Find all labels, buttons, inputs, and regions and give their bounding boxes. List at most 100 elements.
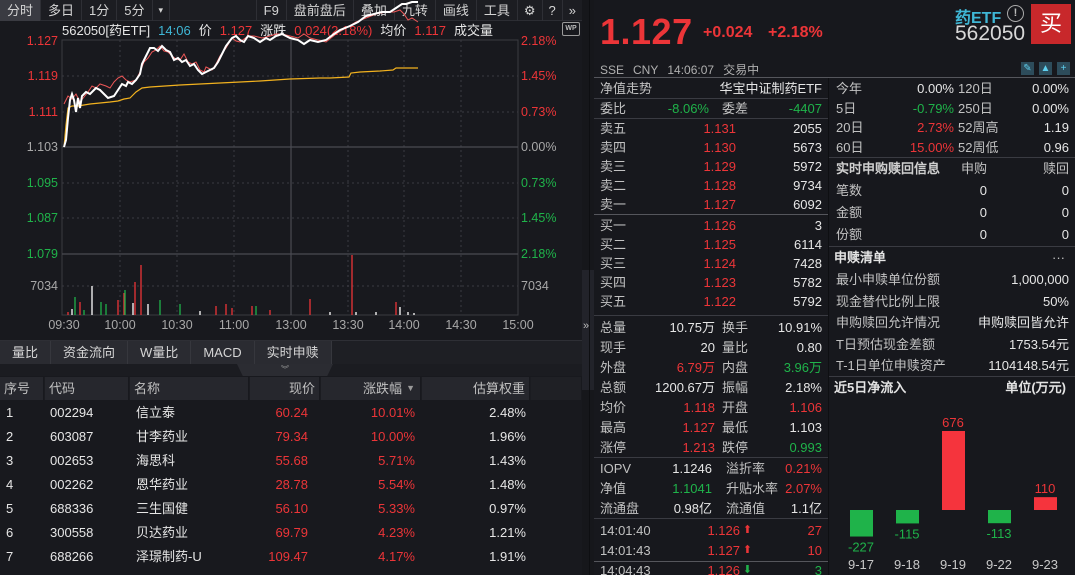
table-row[interactable]: 6 300558 贝达药业 69.79 4.23% 1.21% [0, 521, 582, 545]
ask-level[interactable]: 卖二 1.128 9734 [600, 176, 822, 195]
bid-level[interactable]: 买四 1.123 5782 [600, 273, 822, 292]
table-row[interactable]: 5 688336 三生国健 56.10 5.33% 0.97% [0, 497, 582, 521]
divider [829, 246, 1075, 247]
overlay-button[interactable]: 叠加 [354, 0, 395, 21]
bell-icon[interactable]: ▲ [1039, 62, 1052, 75]
level-price: 1.127 [703, 197, 736, 212]
draw-line-button[interactable]: 画线 [436, 0, 477, 21]
tab-w-volume-ratio[interactable]: W量比 [128, 341, 192, 365]
ask-level[interactable]: 卖三 1.129 5972 [600, 157, 822, 176]
col-no[interactable]: 序号 [0, 377, 44, 400]
return-label: 今年 [836, 81, 863, 96]
level-price: 1.126 [703, 218, 736, 233]
y-tick-right: 0.73% [521, 176, 557, 190]
info-icon[interactable]: ! [1007, 5, 1024, 22]
col-change[interactable]: 涨跌幅 ▼ [321, 377, 421, 400]
stat-label: 净值 [600, 481, 627, 496]
bid-level[interactable]: 买三 1.124 7428 [600, 254, 822, 273]
creation-list-title: 申赎清单 [834, 250, 887, 265]
table-row[interactable]: 1 002294 信立泰 60.24 10.01% 2.48% [0, 401, 582, 425]
cell-no: 2 [6, 429, 14, 444]
cell-weight: 1.21% [489, 525, 526, 540]
tab-volume-ratio[interactable]: 量比 [0, 341, 52, 365]
inflow-bar [988, 510, 1011, 524]
pre-post-market-button[interactable]: 盘前盘后 [287, 0, 354, 21]
more-icon[interactable]: ··· [1052, 250, 1065, 265]
level-label: 卖二 [600, 178, 627, 193]
table-row[interactable]: 2 603087 甘李药业 79.34 10.00% 1.96% [0, 425, 582, 449]
return-label: 120日 [958, 81, 993, 96]
add-icon[interactable]: + [1057, 62, 1070, 75]
bid-level[interactable]: 买五 1.122 5792 [600, 292, 822, 311]
col-price[interactable]: 现价 [250, 377, 320, 400]
tick-volume: 27 [807, 523, 822, 538]
stat-value: 2.18% [785, 380, 822, 395]
return-row: 60日 15.00% 52周低 0.96 [836, 138, 1069, 157]
trading-status: 交易中 [723, 63, 760, 77]
level-price: 1.131 [703, 121, 736, 136]
tab-1min[interactable]: 1分 [82, 0, 118, 21]
stat-value: 1.106 [789, 400, 822, 415]
creation-list-label: 现金替代比例上限 [836, 293, 941, 309]
cell-name: 三生国健 [136, 501, 189, 516]
chart-code-name: 562050[药ETF] [62, 23, 151, 38]
tab-multi-day[interactable]: 多日 [41, 0, 83, 21]
tick-row: 14:01:43 1.127 ⬆ 10 [600, 541, 822, 560]
inflow-date-label: 9-22 [986, 557, 1012, 572]
col-weight[interactable]: 估算权重 [422, 377, 530, 400]
cell-code: 002262 [50, 477, 94, 492]
tab-fund-flow[interactable]: 资金流向 [51, 341, 129, 365]
tab-macd[interactable]: MACD [191, 341, 255, 365]
tick-time: 14:01:40 [600, 523, 651, 538]
help-icon[interactable]: ? [543, 0, 563, 21]
creation-list-row: 最小申赎单位份额 1,000,000 [836, 270, 1069, 289]
stat-label: 现手 [600, 340, 627, 355]
col-code[interactable]: 代码 [45, 377, 129, 400]
nav-trend-label: 净值走势 [600, 81, 653, 96]
stat-row: 总额 1200.67万 振幅 2.18% [600, 378, 822, 397]
inflow-value-label: 110 [1035, 481, 1056, 496]
return-value: -0.79% [912, 100, 954, 116]
creation-list-row: T日预估现金差额 1753.54元 [836, 335, 1069, 354]
bid-level[interactable]: 买二 1.125 6114 [600, 235, 822, 254]
dropdown-icon[interactable]: ▾ [153, 0, 171, 21]
wp-icon[interactable]: WP [562, 22, 580, 36]
chevron-down-icon[interactable]: ︾ [237, 364, 333, 376]
exchange: SSE [600, 63, 625, 77]
tab-5min[interactable]: 5分 [117, 0, 153, 21]
col-name[interactable]: 名称 [130, 377, 249, 400]
f9-button[interactable]: F9 [257, 0, 287, 21]
stat-value: 1.1246 [672, 461, 712, 476]
return-value: 0.96 [1043, 139, 1069, 155]
divider [594, 118, 828, 119]
nav-trend-row[interactable]: 净值走势 华宝中证制药ETF [600, 79, 822, 98]
tick-time: 14:04:43 [600, 563, 651, 575]
table-row[interactable]: 4 002262 恩华药业 28.78 5.54% 1.48% [0, 473, 582, 497]
gear-icon[interactable]: ⚙ [518, 0, 543, 21]
tick-price: 1.126 [707, 523, 740, 538]
ask-level[interactable]: 卖五 1.131 2055 [600, 119, 822, 138]
cell-name: 甘李药业 [136, 429, 189, 444]
level-volume: 6114 [794, 237, 822, 252]
buy-button[interactable]: 买 [1031, 4, 1071, 44]
fund-full-name: 华宝中证制药ETF [719, 81, 822, 96]
cell-weight: 2.48% [489, 405, 526, 420]
ask-level[interactable]: 卖一 1.127 6092 [600, 195, 822, 214]
panel-collapse-handle[interactable]: » [582, 270, 594, 390]
level-volume: 7428 [793, 256, 822, 271]
cell-code: 300558 [50, 525, 94, 540]
edit-icon[interactable]: ✎ [1021, 62, 1034, 75]
creation-label: 金额 [836, 205, 863, 220]
ask-level[interactable]: 卖四 1.130 5673 [600, 138, 822, 157]
return-value: 0.00% [1032, 100, 1069, 116]
table-row[interactable]: 3 002653 海思科 55.68 5.71% 1.43% [0, 449, 582, 473]
intraday-chart[interactable] [0, 0, 582, 340]
nine-turn-button[interactable]: 九转 [395, 0, 436, 21]
tab-intraday[interactable]: 分时 [0, 0, 42, 21]
table-row[interactable]: 7 688266 泽璟制药-U 109.47 4.17% 1.91% [0, 545, 582, 569]
quote-time: 14:06:07 [667, 63, 715, 77]
tools-button[interactable]: 工具 [477, 0, 518, 21]
bid-level[interactable]: 买一 1.126 3 [600, 216, 822, 235]
tab-realtime-creation[interactable]: 实时申赎 [254, 341, 332, 365]
expand-icon[interactable]: » [568, 3, 576, 18]
